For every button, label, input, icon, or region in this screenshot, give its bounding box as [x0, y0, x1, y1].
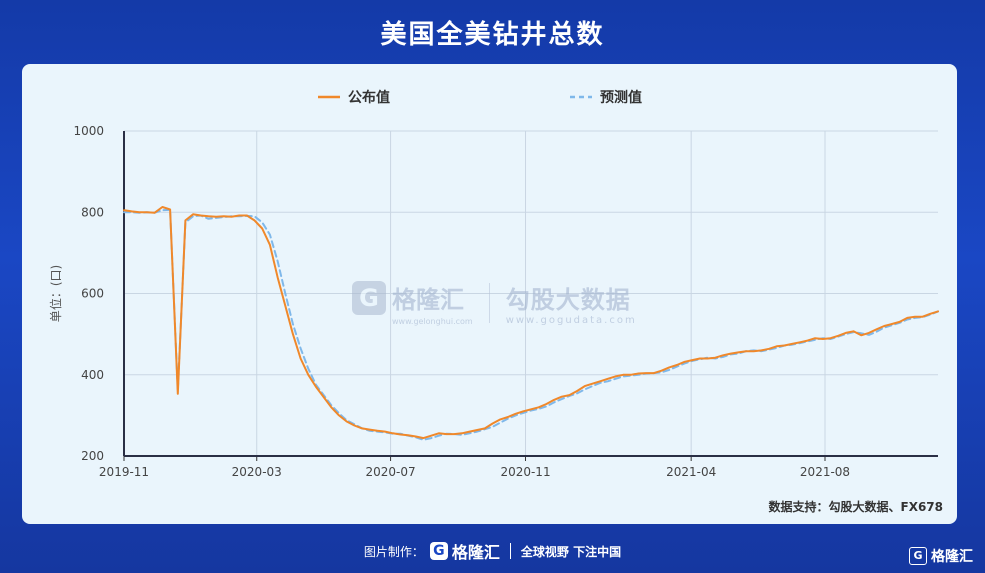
y-tick-label: 800 — [81, 205, 104, 219]
x-tick-label: 2021-08 — [800, 465, 850, 479]
x-tick-label: 2020-03 — [232, 465, 282, 479]
watermark-brand: 格隆汇 — [392, 286, 464, 314]
footer-brand: 格隆汇 — [451, 543, 500, 562]
watermark: G 格隆汇 www.gelonghui.com 勾股大数据 www.goguda… — [352, 280, 637, 326]
y-axis-label: 单位：(口) — [48, 265, 63, 322]
watermark-gogu-url: www.gogudata.com — [505, 315, 637, 326]
watermark-gogu: 勾股大数据 — [505, 286, 631, 314]
data-source: 数据支持：勾股大数据、FX678 — [768, 500, 944, 514]
y-tick-label: 200 — [81, 449, 104, 463]
x-tick-label: 2019-11 — [99, 465, 149, 479]
corner-brand-name: 格隆汇 — [931, 549, 973, 565]
y-tick-label: 400 — [81, 368, 104, 382]
corner-brand: G 格隆汇 — [909, 546, 973, 566]
x-tick-label: 2021-04 — [666, 465, 716, 479]
line-chart: 200 400 600 800 1000 2019-11 2020-03 2020-07 202… — [48, 89, 939, 479]
footer-slogan: 全球视野 下注中国 — [520, 544, 622, 559]
x-tick-label: 2020-07 — [366, 465, 416, 479]
series-line-actual — [123, 206, 939, 440]
y-tick-label: 600 — [81, 287, 104, 301]
x-tick-label: 2020-11 — [500, 465, 550, 479]
watermark-brand-url: www.gelonghui.com — [392, 317, 473, 326]
y-tick-label: 1000 — [73, 124, 104, 138]
page-title: 美国全美钻井总数 — [380, 20, 605, 50]
legend-forecast-label: 预测值 — [600, 89, 642, 106]
gelonghui-logo-icon: G — [352, 280, 386, 315]
footer-logo-icon: G — [429, 542, 448, 560]
footer-made-by: 图片制作： — [363, 544, 424, 559]
legend-actual-label: 公布值 — [348, 89, 390, 106]
footer-divider — [509, 543, 511, 559]
footer: 图片制作： G 格隆汇 全球视野 下注中国 — [0, 540, 985, 562]
watermark-divider — [488, 283, 490, 323]
corner-logo-icon: G — [909, 547, 927, 565]
